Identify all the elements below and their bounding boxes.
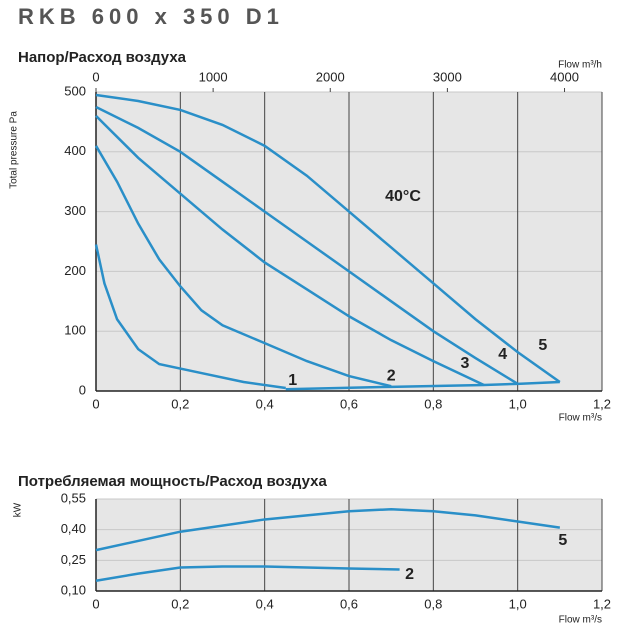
x2-tick-label: 4000 <box>550 69 579 84</box>
x2-tick-label: 1000 <box>199 69 228 84</box>
x-tick-label: 0 <box>92 596 99 611</box>
curve <box>95 115 485 387</box>
y-tick-label: 0,10 <box>61 582 86 597</box>
x-tick-label: 0,2 <box>171 596 189 611</box>
series-label: 2 <box>387 367 396 384</box>
y-tick-label: 0,55 <box>61 490 86 505</box>
y-tick-label: 400 <box>64 143 86 158</box>
y-axis-label: kW <box>13 502 24 517</box>
chart-title: Напор/Расход воздуха <box>18 49 187 66</box>
x2-tick-label: 3000 <box>433 69 462 84</box>
x-tick-label: 0,4 <box>256 596 274 611</box>
curve <box>95 93 561 384</box>
y-tick-label: 200 <box>64 263 86 278</box>
x2-axis-label: Flow m³/h <box>558 60 602 71</box>
x-tick-label: 0,4 <box>256 396 274 411</box>
curve <box>94 145 392 388</box>
x-tick-label: 0,6 <box>340 596 358 611</box>
series-label: 5 <box>538 337 547 354</box>
x-tick-label: 1,2 <box>593 596 611 611</box>
series-label: 3 <box>460 355 469 372</box>
annotation: 40°C <box>385 188 421 205</box>
y-tick-label: 300 <box>64 203 86 218</box>
chart-title: Потребляемая мощность/Расход воздуха <box>18 473 327 490</box>
x-axis-label: Flow m³/s <box>559 413 602 424</box>
y-tick-label: 500 <box>64 83 86 98</box>
y-axis-label: Total pressure Pa <box>9 111 20 189</box>
curve <box>95 105 519 385</box>
x-tick-label: 0,2 <box>171 396 189 411</box>
x2-tick-label: 0 <box>92 69 99 84</box>
y-tick-label: 100 <box>64 323 86 338</box>
curve <box>94 244 286 390</box>
curve <box>95 507 561 552</box>
x-tick-label: 1,0 <box>509 396 527 411</box>
series-label: 4 <box>498 346 507 363</box>
curve <box>95 565 400 583</box>
y-tick-label: 0 <box>79 382 86 397</box>
x-tick-label: 0,8 <box>424 596 442 611</box>
x2-tick-label: 2000 <box>316 69 345 84</box>
y-tick-label: 0,25 <box>61 552 86 567</box>
x-tick-label: 1,2 <box>593 396 611 411</box>
y-tick-label: 0,40 <box>61 521 86 536</box>
series-label: 2 <box>405 566 414 583</box>
x-tick-label: 1,0 <box>509 596 527 611</box>
series-label: 1 <box>288 372 297 389</box>
series-label: 5 <box>558 532 567 549</box>
x-tick-label: 0 <box>92 396 99 411</box>
x-axis-label: Flow m³/s <box>559 615 602 626</box>
x-tick-label: 0,8 <box>424 396 442 411</box>
page-title: RKB 600 x 350 D1 <box>18 4 284 29</box>
x-tick-label: 0,6 <box>340 396 358 411</box>
